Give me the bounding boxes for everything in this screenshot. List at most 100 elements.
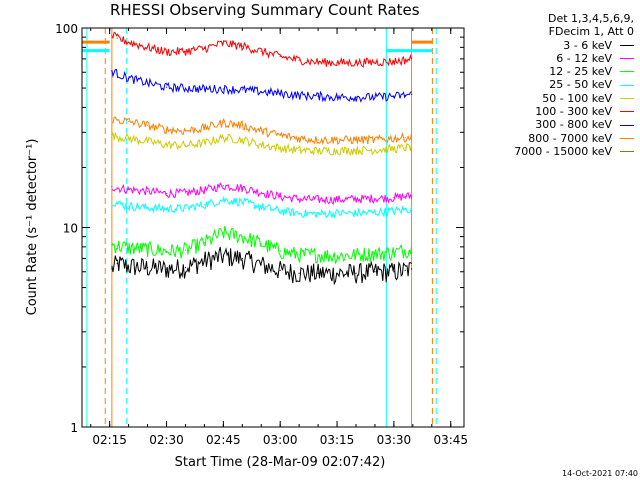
series-50-100-keV-point — [203, 142, 206, 144]
series-50-100-keV-point — [393, 148, 395, 150]
series-6-12-keV-point — [410, 195, 413, 197]
y-axis-label: Count Rate (s⁻¹ detector⁻¹) — [25, 139, 40, 316]
series-800-7000-keV-point — [374, 139, 376, 141]
series-3-6-keV-point — [184, 266, 187, 269]
series-300-800-keV-line — [111, 69, 412, 103]
series-25-50-keV-point — [410, 208, 413, 210]
legend-entry-label: 50 - 100 keV — [542, 91, 612, 105]
series-50-100-keV-point — [116, 136, 118, 138]
series-25-50-keV — [111, 195, 413, 219]
series-800-7000-keV-point — [404, 137, 406, 139]
series-800-7000-keV-point — [203, 127, 206, 129]
series-300-800-keV-point — [146, 82, 149, 84]
legend-entry: 12 - 25 keV — [486, 65, 634, 78]
series-100-300-keV — [111, 31, 413, 68]
series-800-7000-keV-line — [111, 116, 413, 146]
legend-swatch — [620, 124, 634, 126]
series-6-12-keV-point — [146, 190, 149, 192]
series-800-7000-keV-point — [165, 128, 168, 131]
series-25-50-keV-point — [374, 211, 376, 214]
series-50-100-keV-point — [165, 144, 168, 146]
series-6-12-keV-point — [336, 198, 338, 201]
y-tick-label: 1 — [70, 421, 78, 435]
series-300-800-keV-point — [241, 89, 243, 91]
series-50-100-keV-point — [260, 144, 262, 146]
series-12-25-keV — [111, 225, 413, 264]
legend-entry-label: 100 - 300 keV — [535, 105, 612, 119]
series-50-100-keV-point — [279, 147, 281, 149]
chart-title: RHESSI Observing Summary Count Rates — [110, 1, 420, 19]
x-tick-label: 03:00 — [263, 433, 298, 447]
series-300-800-keV-point — [128, 77, 130, 79]
series-25-50-keV-point — [298, 212, 300, 214]
plot-marks — [82, 28, 437, 427]
series-3-6-keV-point — [298, 272, 300, 274]
legend-entry-label: 7000 - 15000 keV — [514, 144, 612, 158]
series-12-25-keV-point — [116, 245, 118, 247]
series-300-800-keV-point — [355, 96, 357, 98]
series-800-7000-keV-point — [260, 130, 262, 132]
series-800-7000-keV-point — [222, 122, 224, 124]
generated-timestamp: 14-Oct-2021 07:40 — [562, 469, 638, 478]
series-50-100-keV-line — [111, 132, 413, 156]
series-800-7000-keV-point — [184, 130, 187, 132]
series-6-12-keV-point — [128, 188, 130, 191]
series-3-6-keV-point — [203, 260, 206, 262]
legend-swatch — [620, 84, 634, 86]
series-300-800-keV-point — [184, 87, 187, 89]
series-300-800-keV-point — [165, 86, 168, 88]
series-3-6-keV-point — [393, 271, 395, 273]
series-300-800-keV-point — [222, 88, 224, 90]
series-6-12-keV-point — [260, 191, 262, 193]
series-300-800-keV-point — [404, 94, 406, 96]
series-12-25-keV-point — [203, 242, 206, 244]
series-100-300-keV-point — [260, 50, 262, 52]
series-50-100-keV-point — [317, 150, 319, 152]
series-100-300-keV-point — [374, 61, 376, 63]
series-25-50-keV-point — [241, 201, 243, 203]
legend-swatch — [620, 58, 634, 60]
series-12-25-keV-point — [410, 248, 413, 250]
series-100-300-keV-point — [165, 51, 168, 53]
series-300-800-keV-point — [116, 73, 118, 75]
legend-entry-label: 12 - 25 keV — [549, 65, 612, 79]
series-50-100-keV-point — [146, 140, 149, 143]
series-50-100-keV-point — [336, 149, 338, 152]
series-6-12-keV-point — [241, 187, 243, 189]
legend-entry: 3 - 6 keV — [486, 39, 634, 52]
series-50-100-keV — [111, 132, 413, 156]
series-25-50-keV-point — [355, 212, 357, 214]
legend-fdecim-line: FDecim 1, Att 0 — [548, 25, 634, 39]
legend-entries: 3 - 6 keV 6 - 12 keV 12 - 25 keV 25 - 50 ke… — [486, 39, 634, 159]
series-25-50-keV-point — [393, 210, 395, 212]
legend-entry: 7000 - 15000 keV — [486, 145, 634, 158]
series-25-50-keV-point — [222, 198, 224, 201]
legend-swatch — [620, 71, 634, 73]
series-3-6-keV-line — [111, 246, 412, 286]
series-12-25-keV-point — [146, 248, 149, 250]
series-25-50-keV-point — [203, 204, 206, 206]
series-6-12-keV-point — [279, 195, 281, 198]
series-25-50-keV-point — [279, 210, 281, 212]
series-50-100-keV-point — [241, 139, 243, 141]
series-25-50-keV-point — [404, 208, 406, 211]
series-3-6-keV-point — [146, 266, 149, 269]
series-12-25-keV-point — [355, 254, 357, 256]
series-3-6-keV-point — [336, 272, 338, 274]
series-100-300-keV-point — [298, 59, 300, 61]
legend: Det 1,3,4,5,6,9, FDecim 1, Att 0 3 - 6 k… — [486, 12, 634, 158]
series-25-50-keV-point — [184, 207, 187, 209]
series-12-25-keV-point — [374, 252, 376, 255]
series-6-12-keV-line — [111, 182, 413, 206]
series-100-300-keV-point — [404, 59, 406, 61]
series-3-6-keV-point — [410, 268, 413, 270]
series-50-100-keV-point — [355, 149, 357, 151]
series-300-800-keV-point — [410, 93, 413, 95]
series-12-25-keV-point — [393, 251, 395, 254]
series-800-7000-keV-point — [241, 124, 243, 126]
series-6-12-keV-point — [222, 185, 224, 187]
series-100-300-keV-point — [355, 62, 357, 64]
series-800-7000-keV-point — [279, 134, 281, 136]
legend-entry-label: 800 - 7000 keV — [528, 131, 612, 145]
axis-ticks: 02:15 02:30 02:45 03:00 03:15 03:30 03:45 1 10 10… — [55, 22, 468, 447]
